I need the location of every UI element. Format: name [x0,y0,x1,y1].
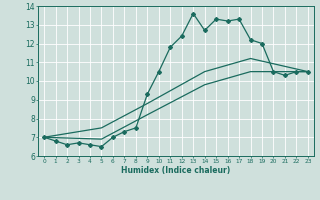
X-axis label: Humidex (Indice chaleur): Humidex (Indice chaleur) [121,166,231,175]
